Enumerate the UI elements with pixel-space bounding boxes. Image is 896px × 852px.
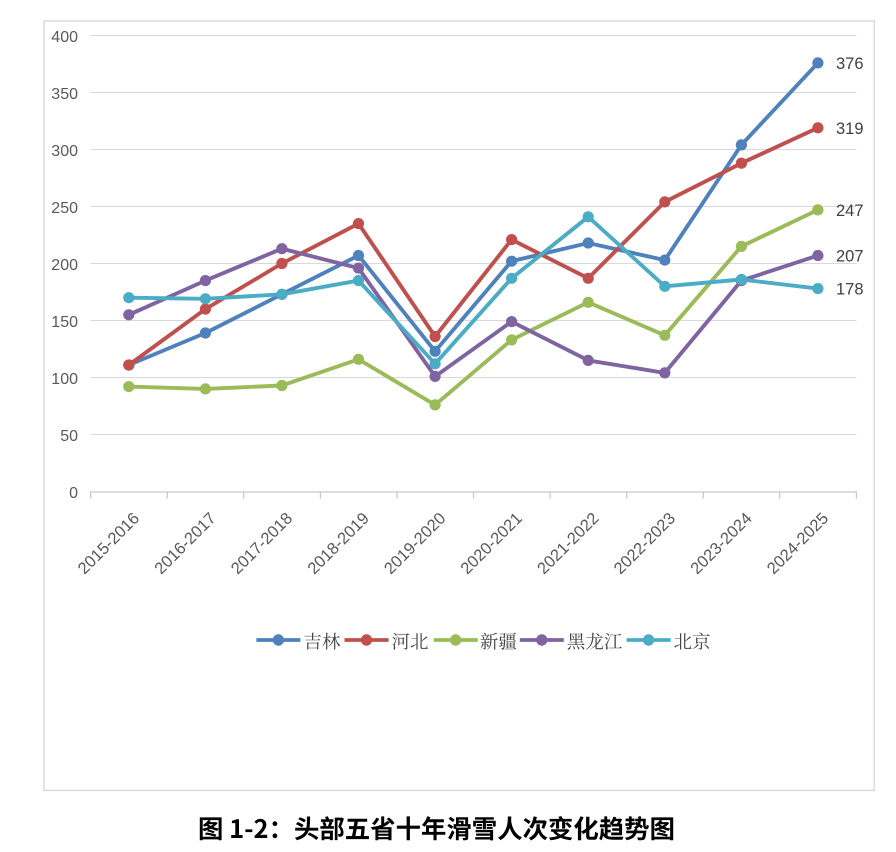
svg-text:376: 376 — [836, 55, 864, 73]
svg-text:50: 50 — [60, 428, 78, 445]
svg-text:250: 250 — [51, 200, 78, 217]
svg-text:400: 400 — [51, 29, 78, 46]
svg-text:178: 178 — [836, 281, 864, 299]
svg-text:200: 200 — [51, 257, 78, 274]
svg-text:207: 207 — [836, 248, 864, 266]
svg-text:350: 350 — [51, 86, 78, 103]
svg-text:247: 247 — [836, 202, 864, 220]
svg-text:150: 150 — [51, 314, 78, 331]
svg-text:319: 319 — [836, 120, 864, 138]
svg-text:300: 300 — [51, 143, 78, 160]
svg-text:0: 0 — [69, 485, 78, 502]
svg-text:100: 100 — [51, 371, 78, 388]
